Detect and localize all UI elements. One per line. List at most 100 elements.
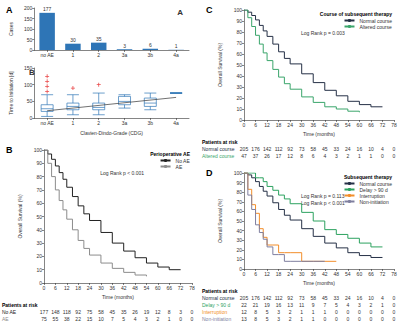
svg-text:0: 0 — [393, 309, 396, 315]
svg-text:48: 48 — [334, 271, 340, 277]
svg-text:26: 26 — [132, 309, 138, 315]
svg-text:12: 12 — [155, 309, 161, 315]
svg-text:75: 75 — [41, 316, 47, 322]
svg-text:2: 2 — [370, 302, 373, 308]
svg-text:1: 1 — [72, 52, 75, 58]
svg-text:40: 40 — [236, 73, 242, 79]
svg-text:36: 36 — [110, 285, 116, 291]
svg-text:18: 18 — [276, 271, 282, 277]
svg-text:100: 100 — [24, 26, 33, 32]
svg-text:18: 18 — [276, 122, 282, 128]
svg-text:150: 150 — [24, 65, 33, 71]
svg-text:0: 0 — [191, 316, 194, 322]
svg-text:3a: 3a — [122, 120, 128, 126]
svg-text:30: 30 — [98, 285, 104, 291]
svg-text:142: 142 — [263, 146, 272, 152]
svg-text:142: 142 — [263, 295, 272, 301]
svg-text:205: 205 — [240, 295, 249, 301]
svg-text:no AE: no AE — [40, 52, 54, 58]
svg-text:0: 0 — [393, 146, 396, 152]
svg-text:26: 26 — [264, 153, 270, 159]
svg-text:16: 16 — [357, 295, 363, 301]
svg-text:30: 30 — [36, 240, 42, 246]
svg-text:10: 10 — [236, 256, 242, 262]
svg-text:5: 5 — [122, 316, 125, 322]
svg-text:112: 112 — [275, 146, 283, 152]
svg-text:92: 92 — [75, 309, 81, 315]
svg-text:8: 8 — [254, 316, 257, 322]
svg-text:Log Rank p < 0.001: Log Rank p < 0.001 — [301, 200, 345, 206]
svg-text:0: 0 — [191, 309, 194, 315]
svg-text:54: 54 — [345, 122, 351, 128]
svg-text:1: 1 — [323, 309, 326, 315]
svg-text:Log Rank p = 0.003: Log Rank p = 0.003 — [301, 30, 345, 36]
svg-text:42: 42 — [322, 271, 328, 277]
svg-text:37: 37 — [253, 153, 259, 159]
svg-text:10: 10 — [36, 267, 42, 273]
svg-text:Time (months): Time (months) — [303, 131, 335, 137]
svg-text:24: 24 — [287, 122, 293, 128]
svg-text:100: 100 — [24, 82, 33, 88]
svg-text:17: 17 — [276, 153, 282, 159]
svg-text:73: 73 — [299, 146, 305, 152]
svg-text:6: 6 — [254, 271, 257, 277]
svg-text:205: 205 — [240, 146, 249, 152]
svg-text:0: 0 — [243, 122, 246, 128]
svg-text:20: 20 — [236, 247, 242, 253]
svg-text:0: 0 — [346, 309, 349, 315]
svg-text:0: 0 — [393, 153, 396, 159]
svg-text:100: 100 — [234, 7, 243, 13]
svg-text:9: 9 — [312, 302, 315, 308]
svg-text:4: 4 — [323, 153, 326, 159]
svg-text:4: 4 — [381, 146, 384, 152]
svg-text:A: A — [6, 5, 13, 15]
svg-text:0: 0 — [393, 295, 396, 301]
svg-text:60: 60 — [357, 122, 363, 128]
svg-text:no AE: no AE — [40, 120, 54, 126]
svg-text:8: 8 — [168, 309, 171, 315]
svg-text:78: 78 — [391, 271, 397, 277]
svg-text:AE: AE — [2, 316, 9, 322]
svg-text:3: 3 — [123, 43, 126, 49]
svg-text:176: 176 — [251, 295, 260, 301]
svg-text:92: 92 — [287, 295, 293, 301]
svg-text:3a: 3a — [122, 52, 128, 58]
svg-text:35: 35 — [96, 36, 102, 42]
svg-text:1: 1 — [358, 153, 361, 159]
svg-text:100: 100 — [34, 147, 43, 153]
svg-text:Patients at risk: Patients at risk — [2, 302, 38, 308]
svg-text:90: 90 — [236, 180, 242, 186]
svg-text:80: 80 — [36, 174, 42, 180]
svg-text:20: 20 — [236, 95, 242, 101]
svg-text:Clavien-Dindo-Grade (CDG): Clavien-Dindo-Grade (CDG) — [80, 130, 143, 136]
svg-text:5: 5 — [335, 302, 338, 308]
svg-text:6: 6 — [54, 285, 57, 291]
svg-text:33: 33 — [334, 146, 340, 152]
svg-text:Log Rank p = 0.113: Log Rank p = 0.113 — [301, 193, 345, 199]
svg-text:10: 10 — [368, 295, 374, 301]
svg-text:0: 0 — [370, 316, 373, 322]
svg-text:0: 0 — [43, 285, 46, 291]
svg-text:15: 15 — [87, 316, 93, 322]
svg-text:21: 21 — [253, 302, 259, 308]
svg-text:50: 50 — [27, 37, 33, 43]
svg-text:5: 5 — [266, 316, 269, 322]
svg-text:2: 2 — [97, 120, 100, 126]
svg-text:75: 75 — [87, 309, 93, 315]
svg-text:1: 1 — [370, 153, 373, 159]
svg-text:60: 60 — [155, 285, 161, 291]
svg-text:10: 10 — [368, 146, 374, 152]
svg-text:80: 80 — [236, 189, 242, 195]
svg-text:78: 78 — [189, 285, 195, 291]
svg-text:2: 2 — [346, 153, 349, 159]
svg-text:AE: AE — [176, 164, 183, 170]
svg-text:60: 60 — [236, 208, 242, 214]
svg-text:36: 36 — [310, 271, 316, 277]
svg-text:60: 60 — [357, 271, 363, 277]
svg-text:12: 12 — [64, 285, 70, 291]
svg-text:30: 30 — [236, 237, 242, 243]
svg-text:24: 24 — [287, 271, 293, 277]
svg-text:No AE: No AE — [2, 309, 17, 315]
svg-text:0: 0 — [346, 316, 349, 322]
svg-text:42: 42 — [322, 122, 328, 128]
